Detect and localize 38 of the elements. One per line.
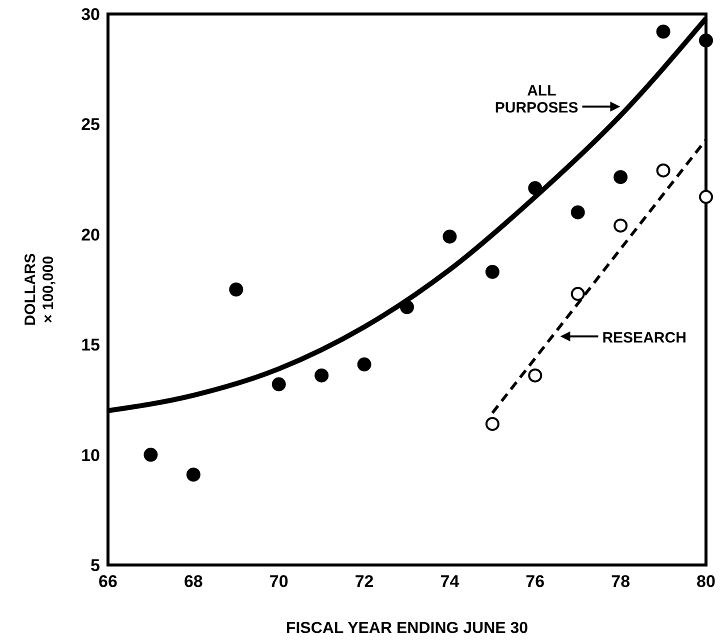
point (570, 286, 585, 301)
point (272, 377, 286, 392)
annotation: RESEARCH (602, 329, 686, 346)
y-tick-label: 20 (81, 225, 100, 244)
point (656, 24, 670, 39)
point (314, 368, 329, 382)
point (614, 170, 628, 184)
point (656, 163, 670, 178)
point (400, 300, 414, 314)
point (357, 357, 372, 372)
annotation: ALL PURPOSES (494, 82, 578, 117)
point (699, 190, 713, 204)
point (144, 448, 158, 462)
point (528, 368, 542, 382)
x-tick-label: 76 (526, 572, 545, 591)
x-tick-label: 72 (354, 572, 374, 591)
point (614, 218, 628, 233)
x-tick-label: 74 (440, 572, 460, 591)
y-tick-label: 30 (81, 5, 100, 24)
y-axis-title: DOLLARS × 100,000 (22, 253, 57, 326)
x-tick-label: 68 (184, 572, 203, 591)
y-tick-label: 15 (81, 336, 100, 355)
point (570, 205, 585, 220)
point (485, 264, 500, 279)
y-tick-label: 10 (81, 446, 100, 465)
y-tick-label: 5 (90, 556, 100, 575)
x-tick-label: 70 (269, 572, 288, 591)
point (485, 416, 500, 431)
y-tick-label: 25 (81, 115, 100, 134)
point (528, 181, 542, 196)
point (229, 282, 244, 296)
x-axis-title: FISCAL YEAR ENDING JUNE 30 (286, 620, 528, 637)
point (442, 230, 457, 244)
x-tick-label: 66 (98, 572, 118, 591)
point (186, 468, 200, 482)
x-tick-label: 80 (696, 572, 716, 591)
point (699, 33, 713, 48)
x-tick-label: 78 (611, 572, 630, 591)
